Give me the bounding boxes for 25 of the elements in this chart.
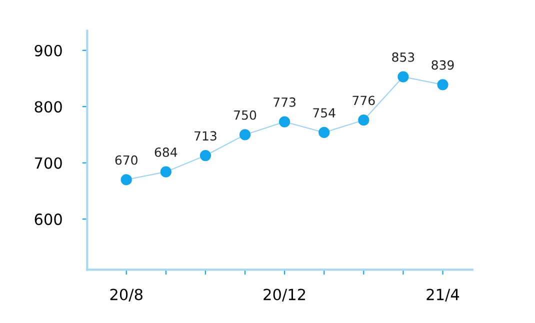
x-tick-label: 20/12: [264, 288, 306, 302]
point: [160, 166, 172, 178]
point: [398, 71, 409, 82]
y-tick-label: 700: [34, 157, 62, 169]
y-tick-label: 600: [34, 214, 62, 226]
data-label: 684: [154, 147, 178, 157]
data-label: 670: [115, 155, 138, 165]
point: [120, 174, 132, 186]
data-label: 713: [194, 131, 216, 141]
data-label: 853: [392, 52, 414, 62]
data-label: 773: [274, 97, 296, 107]
point: [358, 114, 370, 126]
point: [318, 126, 330, 138]
point: [437, 79, 448, 90]
point: [239, 129, 251, 140]
data-label: 754: [313, 108, 336, 118]
y-tick-label: 900: [34, 44, 62, 56]
data-label: 839: [432, 60, 454, 70]
data-label: 750: [234, 110, 256, 120]
y-tick-label: 800: [34, 101, 62, 113]
point: [278, 116, 290, 128]
x-tick-label: 21/4: [426, 288, 460, 302]
point: [200, 150, 212, 162]
x-tick-label: 20/8: [110, 288, 142, 302]
data-label: 776: [352, 96, 375, 106]
